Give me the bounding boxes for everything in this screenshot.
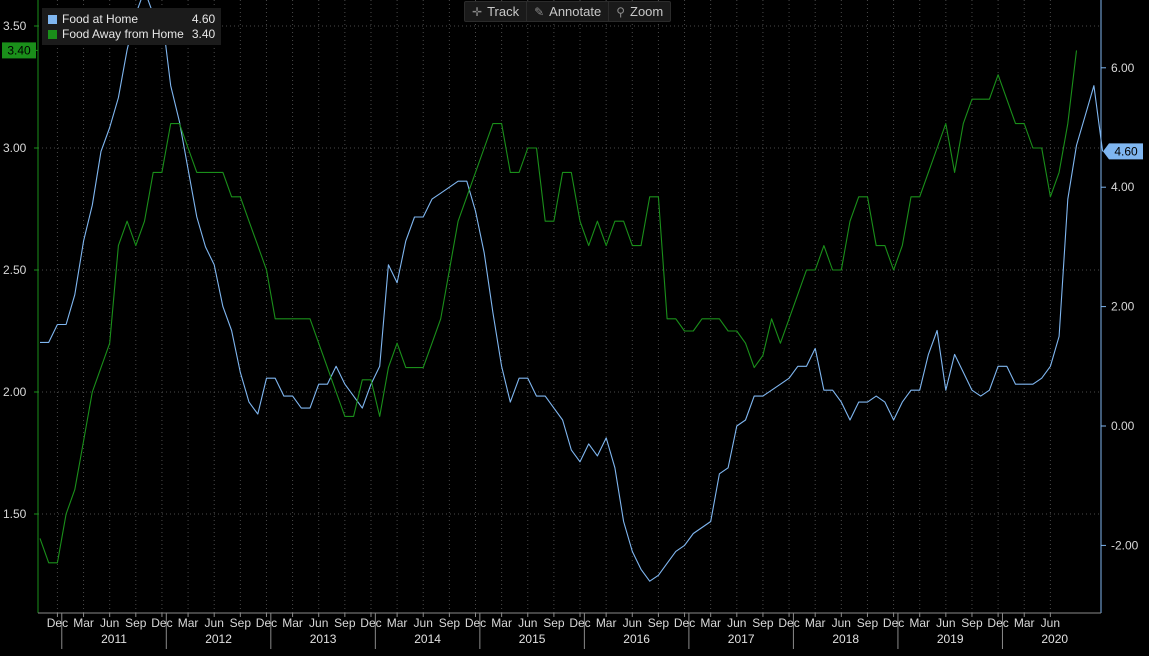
x-tick-label: Jun (309, 616, 328, 630)
x-tick-label: Jun (518, 616, 537, 630)
right-tick-label: 0.00 (1111, 419, 1135, 433)
series-lines (39, 0, 1104, 582)
left-axis-ticks: 3.50 3.00 2.50 2.00 1.50 (3, 19, 38, 521)
legend-label: Food at Home (62, 12, 139, 26)
pencil-icon: ✎ (534, 4, 545, 19)
track-label: Track (487, 4, 520, 19)
legend-swatch (48, 15, 57, 24)
x-tick-label: Jun (100, 616, 119, 630)
x-tick-label: Dec (256, 616, 277, 630)
series-line (40, 0, 1104, 582)
year-label: 2013 (310, 632, 337, 646)
right-value-badge (1103, 143, 1143, 160)
year-label: 2014 (414, 632, 441, 646)
chart-toolbar: ✛ Track ✎ Annotate ⚲ Zoom (464, 1, 672, 22)
zoom-label: Zoom (630, 4, 664, 19)
left-value-badge (2, 42, 36, 59)
x-tick-label: Dec (151, 616, 172, 630)
x-tick-label: Mar (282, 616, 303, 630)
year-label: 2019 (937, 632, 964, 646)
chart-legend: Food at Home 4.60 Food Away from Home 3.… (42, 8, 222, 45)
x-tick-label: Dec (883, 616, 904, 630)
x-tick-label: Jun (623, 616, 642, 630)
annotate-label: Annotate (549, 4, 602, 19)
right-tick-label: 6.00 (1111, 61, 1135, 75)
right-tick-label: 4.00 (1111, 180, 1135, 194)
x-tick-label: Sep (230, 616, 252, 630)
magnifier-icon: ⚲ (616, 4, 625, 19)
x-tick-label: Dec (674, 616, 695, 630)
x-tick-label: Jun (936, 616, 955, 630)
left-tick-label: 2.00 (3, 385, 27, 399)
x-tick-label: Mar (178, 616, 199, 630)
x-tick-label: Sep (334, 616, 356, 630)
legend-swatch (48, 30, 57, 39)
grid (38, 0, 1101, 613)
legend-item-food-at-home[interactable]: Food at Home 4.60 (48, 12, 215, 27)
track-button[interactable]: ✛ Track (465, 2, 528, 21)
left-tick-label: 3.50 (3, 19, 27, 33)
x-tick-label: Dec (465, 616, 486, 630)
x-tick-label: Jun (1041, 616, 1060, 630)
x-axis-ticks: Dec Mar Jun Sep Dec Mar Jun Sep Dec Mar Jun Sep Dec M… (47, 613, 1068, 649)
left-tick-label: 2.50 (3, 263, 27, 277)
left-tick-label: 1.50 (3, 507, 27, 521)
x-tick-label: Mar (73, 616, 94, 630)
axes (37, 0, 1102, 614)
year-label: 2015 (519, 632, 546, 646)
year-label: 2017 (728, 632, 755, 646)
year-label: 2020 (1041, 632, 1068, 646)
year-label: 2011 (101, 632, 127, 646)
x-tick-label: Sep (125, 616, 147, 630)
x-tick-label: Mar (1014, 616, 1035, 630)
legend-label: Food Away from Home (62, 27, 184, 41)
x-tick-label: Dec (569, 616, 590, 630)
right-tick-label: -2.00 (1111, 538, 1139, 552)
year-label: 2012 (205, 632, 232, 646)
x-tick-label: Sep (961, 616, 983, 630)
series-line (39, 50, 1078, 564)
x-tick-label: Sep (857, 616, 879, 630)
x-tick-label: Jun (414, 616, 433, 630)
x-tick-label: Sep (543, 616, 565, 630)
left-tick-label: 3.00 (3, 141, 27, 155)
left-value-badge-text: 3.40 (7, 43, 31, 57)
year-label: 2018 (832, 632, 859, 646)
right-axis-ticks: 6.00 4.00 2.00 0.00 -2.00 (1101, 61, 1139, 552)
x-tick-label: Mar (491, 616, 512, 630)
legend-item-food-away-from-home[interactable]: Food Away from Home 3.40 (48, 27, 215, 42)
x-tick-label: Mar (596, 616, 617, 630)
x-tick-label: Sep (439, 616, 461, 630)
legend-value: 4.60 (191, 12, 216, 26)
x-tick-label: Dec (987, 616, 1008, 630)
x-tick-label: Jun (832, 616, 851, 630)
x-tick-label: Mar (805, 616, 826, 630)
right-value-badge-text: 4.60 (1114, 144, 1138, 158)
crosshair-icon: ✛ (472, 4, 483, 19)
x-tick-label: Mar (909, 616, 930, 630)
x-tick-label: Jun (727, 616, 746, 630)
right-tick-label: 2.00 (1111, 300, 1135, 314)
x-tick-label: Sep (752, 616, 774, 630)
x-tick-label: Jun (205, 616, 224, 630)
annotate-button[interactable]: ✎ Annotate (527, 2, 610, 21)
x-tick-label: Mar (700, 616, 721, 630)
x-tick-label: Dec (47, 616, 68, 630)
x-tick-label: Dec (360, 616, 381, 630)
year-label: 2016 (623, 632, 650, 646)
legend-value: 3.40 (191, 27, 216, 41)
x-tick-label: Mar (387, 616, 408, 630)
x-tick-label: Dec (778, 616, 799, 630)
x-tick-label: Sep (648, 616, 670, 630)
value-badges: 3.40 4.60 (2, 42, 1143, 160)
zoom-button[interactable]: ⚲ Zoom (609, 2, 670, 21)
